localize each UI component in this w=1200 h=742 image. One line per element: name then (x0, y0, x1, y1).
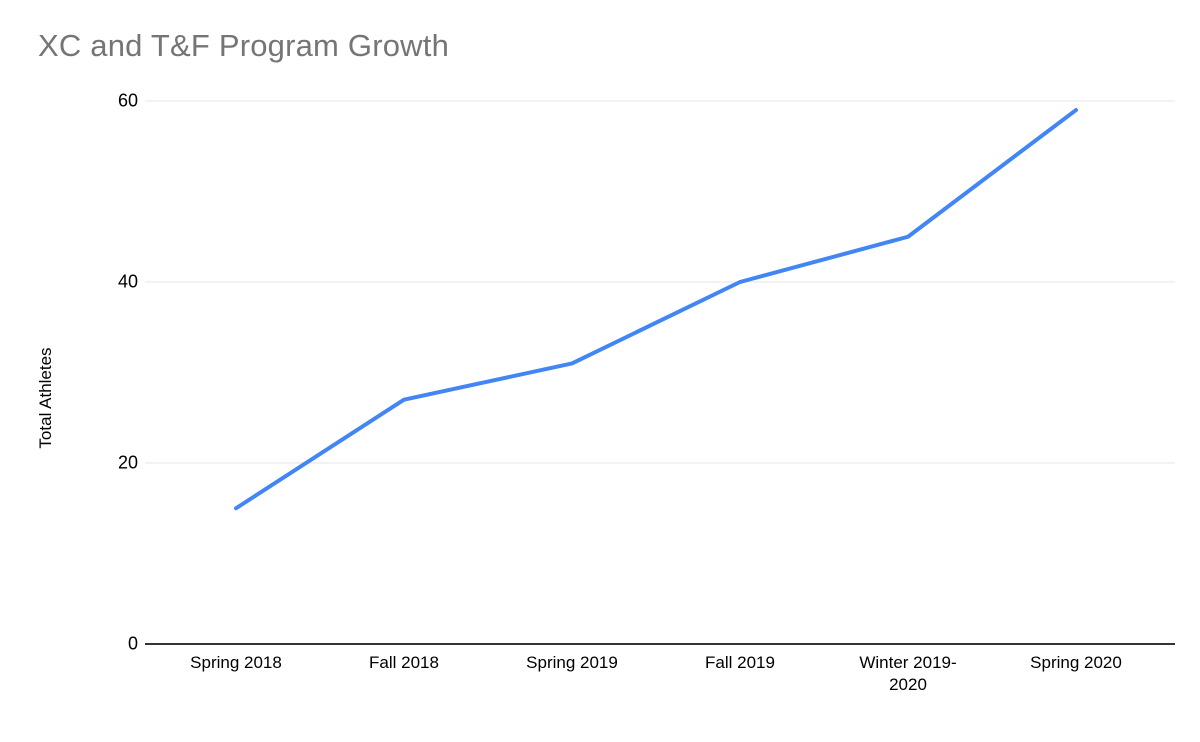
y-tick-label: 60 (117, 90, 138, 111)
x-tick-label: Spring 2019 (526, 653, 618, 672)
series-line (234, 108, 1078, 511)
y-tick-label: 40 (117, 271, 138, 292)
x-tick-label: Winter 2019-2020 (859, 653, 957, 695)
x-tick-label: Spring 2018 (190, 653, 282, 672)
x-tick-label: Fall 2019 (705, 653, 775, 672)
x-tick-label: Spring 2020 (1030, 653, 1122, 672)
y-tick-label: 20 (117, 452, 138, 473)
x-tick-label: Fall 2018 (369, 653, 439, 672)
y-tick-label: 0 (127, 633, 138, 654)
chart-title: XC and T&F Program Growth (38, 28, 450, 63)
